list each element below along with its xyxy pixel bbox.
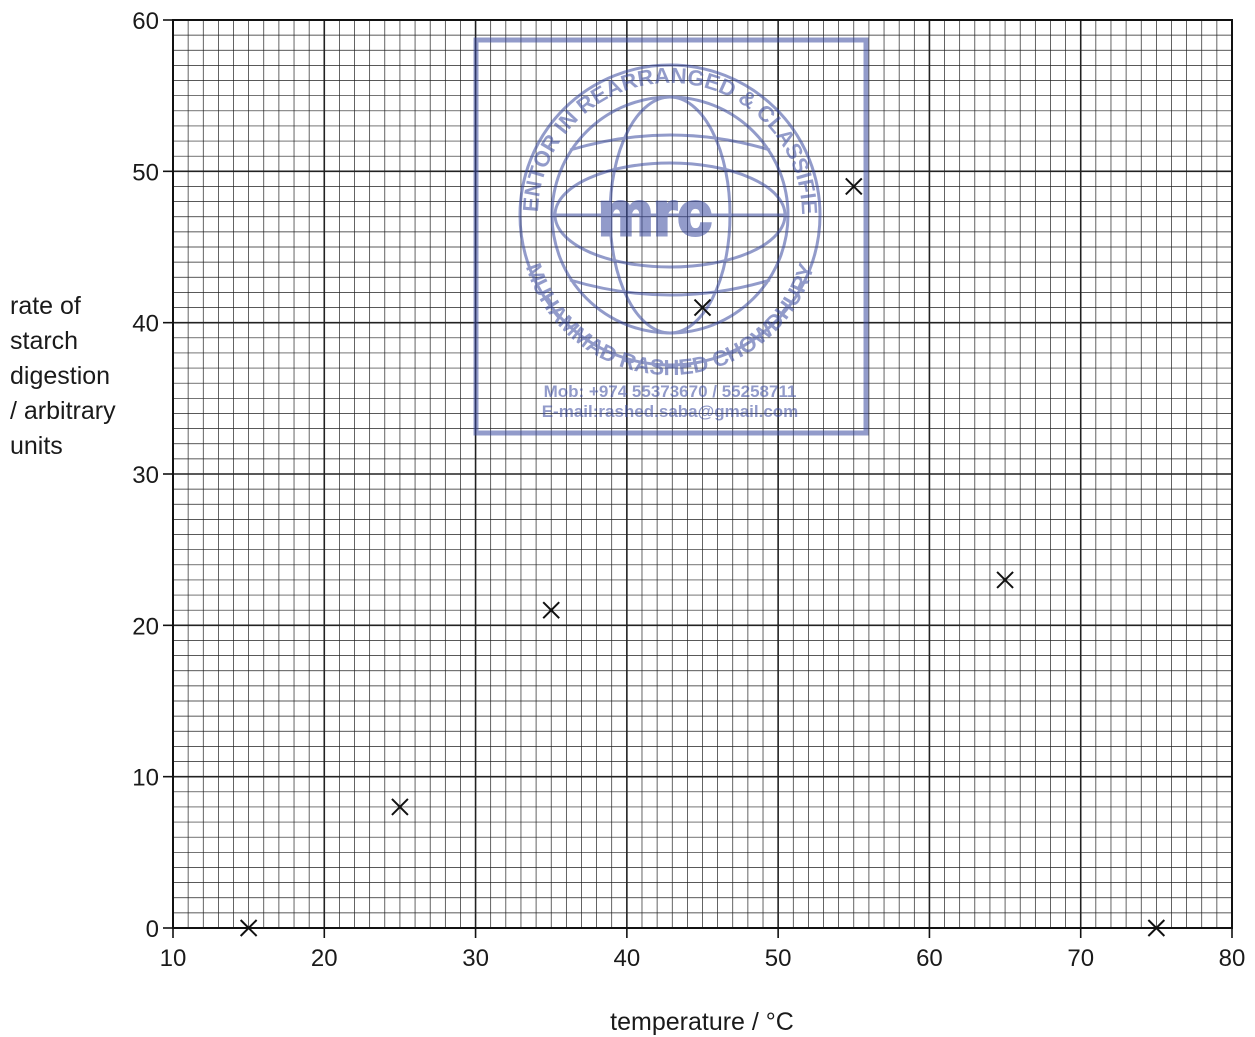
watermark-frame: [473, 37, 869, 436]
watermark-ring-bottom: MUHAMMAD RASHED CHOWDHURY: [521, 260, 819, 380]
data-point-cross: [391, 798, 409, 816]
data-points: [239, 177, 1166, 937]
y-axis-title-line: units: [10, 432, 63, 460]
cross-stroke: [996, 571, 1014, 589]
cross-stroke: [239, 919, 258, 937]
y-axis-title-line: digestion: [10, 362, 111, 390]
data-point-cross: [1147, 919, 1166, 937]
data-point-cross: [996, 571, 1014, 589]
data-point-cross: [542, 601, 560, 619]
x-tick-label: 10: [160, 945, 187, 972]
x-tick-label: 30: [462, 945, 489, 972]
y-tick-label: 60: [132, 8, 159, 35]
data-point-cross: [693, 298, 712, 317]
cross-stroke: [693, 298, 712, 317]
y-axis-title-line: / arbitrary: [10, 397, 116, 425]
watermark-email: E-mail:rashed.saba@gmail.com: [542, 402, 799, 421]
y-tick-label: 10: [132, 765, 159, 792]
x-tick-label: 20: [311, 945, 338, 972]
data-point-cross: [239, 919, 258, 937]
x-tick-label: 80: [1219, 945, 1246, 972]
y-tick-label: 20: [132, 613, 159, 640]
y-axis-title-line: starch: [10, 327, 79, 355]
cross-stroke: [1147, 919, 1166, 937]
x-axis-ticks: 10 20 30 40 50 60 70 80: [160, 928, 1246, 972]
x-tick-label: 70: [1067, 945, 1094, 972]
y-tick-label: 0: [146, 916, 159, 943]
y-axis-title-line: rate of: [10, 292, 81, 320]
y-axis-title: rate of starch digestion / arbitrary uni…: [10, 289, 140, 464]
y-axis-ticks: 0 10 20 30 40 50 60: [132, 8, 173, 943]
y-tick-label: 50: [132, 159, 159, 186]
x-tick-label: 60: [916, 945, 943, 972]
data-point-cross: [845, 177, 863, 196]
y-tick-label: 40: [132, 311, 159, 338]
cross-stroke: [391, 798, 409, 816]
watermark-logo: mrc: [598, 180, 712, 249]
watermark-phone: Mob: +974 55373670 / 55258711: [544, 382, 797, 401]
x-tick-label: 40: [614, 945, 641, 972]
x-tick-label: 50: [765, 945, 792, 972]
y-tick-label: 30: [132, 462, 159, 489]
cross-stroke: [542, 601, 560, 619]
cross-stroke: [845, 177, 863, 196]
watermark-globe: [518, 63, 822, 367]
x-axis-title: temperature / °C: [610, 1008, 794, 1036]
